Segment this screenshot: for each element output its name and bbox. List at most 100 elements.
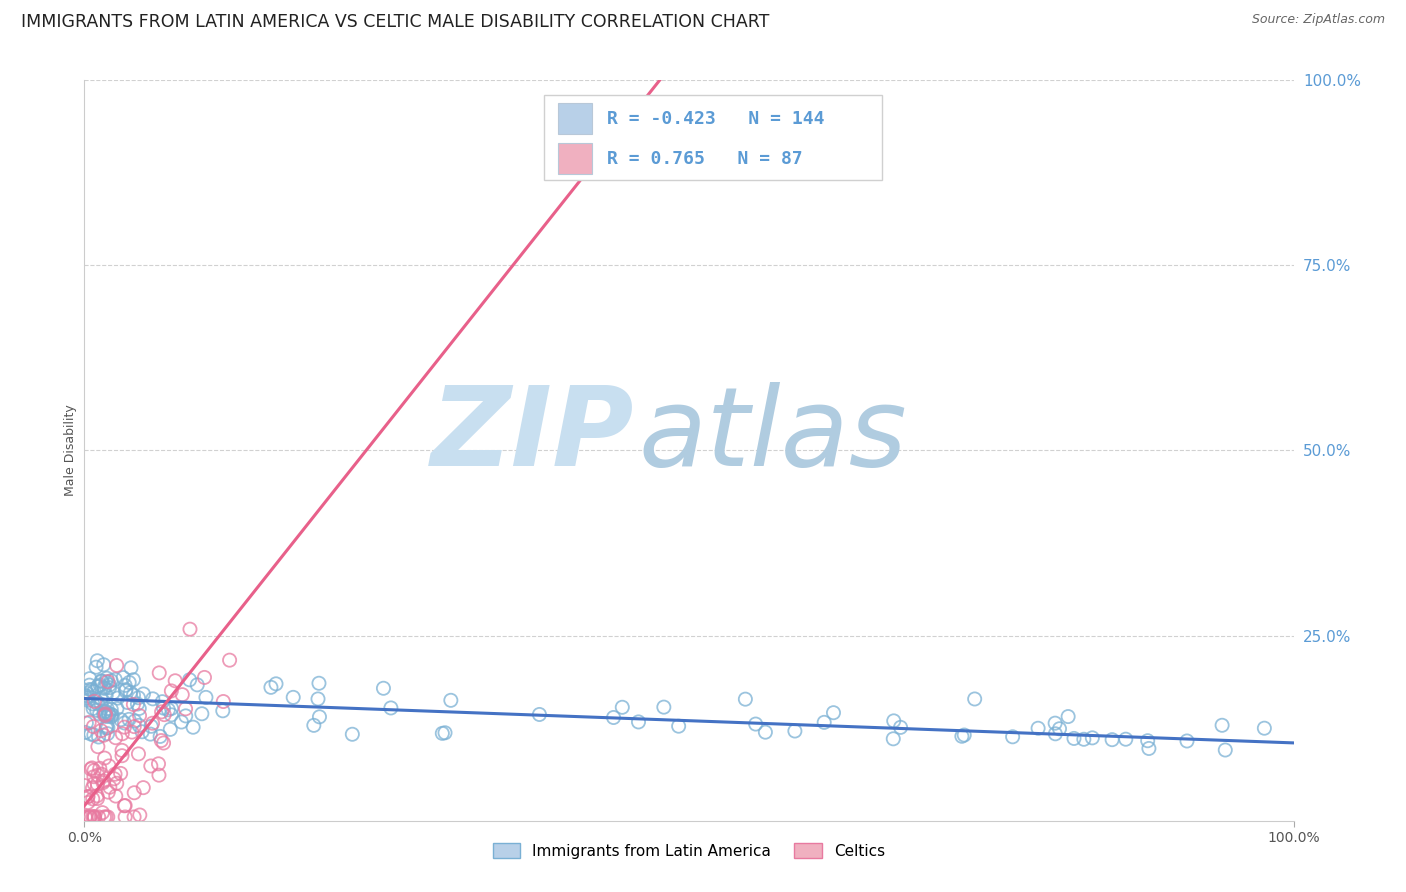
Point	[76, 691, 98, 706]
Point	[652, 700, 675, 714]
Point	[93, 707, 115, 722]
Point	[157, 703, 180, 717]
Point	[89, 761, 111, 775]
Point	[308, 676, 330, 690]
Point	[122, 786, 145, 800]
Point	[120, 661, 142, 675]
Point	[79, 678, 101, 692]
Point	[170, 714, 193, 729]
Point	[139, 727, 162, 741]
Point	[83, 694, 105, 708]
Point	[93, 705, 115, 719]
Point	[110, 766, 132, 780]
Point	[96, 702, 118, 716]
Point	[172, 688, 194, 702]
Point	[432, 726, 454, 740]
Point	[114, 716, 136, 731]
Point	[148, 756, 170, 771]
Point	[100, 702, 122, 716]
Point	[96, 709, 118, 723]
Point	[87, 697, 110, 711]
Point	[141, 716, 163, 731]
Text: R = -0.423   N = 144: R = -0.423 N = 144	[607, 110, 824, 128]
Point	[100, 673, 122, 688]
Point	[813, 715, 835, 730]
Point	[98, 678, 121, 692]
Point	[150, 695, 173, 709]
Point	[181, 720, 204, 734]
Point	[117, 696, 139, 710]
Point	[112, 671, 135, 685]
Y-axis label: Male Disability: Male Disability	[65, 405, 77, 496]
Point	[98, 780, 121, 795]
Point	[121, 725, 143, 739]
Point	[96, 671, 118, 685]
Point	[82, 701, 104, 715]
Point	[823, 706, 845, 720]
Point	[83, 684, 105, 698]
Point	[73, 688, 96, 702]
Point	[103, 685, 125, 699]
Point	[218, 653, 240, 667]
Point	[160, 684, 183, 698]
Point	[87, 810, 110, 824]
Point	[152, 701, 174, 715]
Point	[194, 690, 217, 705]
Point	[141, 719, 163, 733]
Point	[89, 678, 111, 692]
Point	[1026, 721, 1049, 735]
Point	[114, 810, 136, 824]
Point	[76, 686, 98, 700]
Point	[734, 692, 756, 706]
Point	[75, 810, 97, 824]
Point	[160, 707, 183, 722]
Point	[98, 681, 121, 695]
Point	[186, 678, 208, 692]
Point	[114, 720, 136, 734]
Point	[1213, 743, 1236, 757]
Point	[115, 682, 138, 697]
Point	[128, 808, 150, 822]
Point	[97, 785, 120, 799]
Point	[103, 772, 125, 786]
Point	[90, 674, 112, 689]
Point	[86, 789, 108, 803]
Point	[79, 682, 101, 697]
Point	[1211, 718, 1233, 732]
Point	[963, 692, 986, 706]
Point	[264, 677, 287, 691]
Point	[86, 791, 108, 805]
Point	[83, 764, 105, 778]
Point	[79, 672, 101, 686]
Point	[82, 780, 104, 795]
Point	[149, 730, 172, 744]
Point	[87, 680, 110, 694]
Point	[1063, 731, 1085, 746]
Point	[93, 810, 115, 824]
Point	[77, 715, 100, 730]
Point	[212, 694, 235, 708]
Point	[79, 810, 101, 824]
Point	[104, 731, 127, 745]
Point	[107, 691, 129, 706]
Point	[1001, 730, 1024, 744]
Point	[1137, 741, 1160, 756]
Point	[122, 810, 145, 824]
Point	[127, 690, 149, 705]
Point	[1136, 733, 1159, 747]
Point	[440, 693, 463, 707]
Point	[122, 688, 145, 702]
Point	[80, 727, 103, 741]
Point	[91, 775, 114, 789]
Point	[97, 674, 120, 689]
Point	[612, 700, 634, 714]
Point	[1115, 732, 1137, 747]
Point	[101, 708, 124, 723]
Point	[111, 748, 134, 763]
Point	[890, 720, 912, 734]
Point	[93, 681, 115, 696]
Point	[260, 681, 283, 695]
Point	[93, 774, 115, 789]
Point	[93, 681, 115, 695]
Point	[94, 706, 117, 721]
